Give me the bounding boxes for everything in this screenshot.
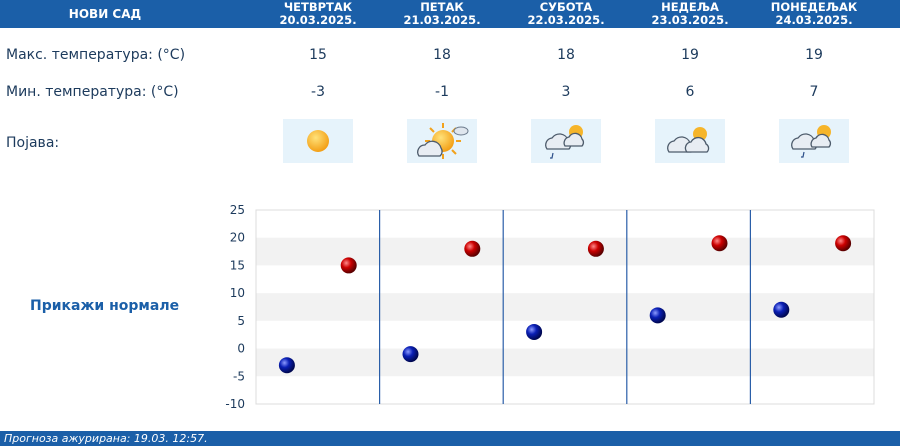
day-date: 22.03.2025. <box>527 13 605 27</box>
min-temp-point <box>278 357 295 374</box>
grid-band <box>256 210 874 238</box>
day-date: 24.03.2025. <box>775 13 853 27</box>
y-tick-label: 0 <box>237 342 245 356</box>
y-tick-label: 15 <box>230 258 245 272</box>
day-date: 21.03.2025. <box>403 13 481 27</box>
forecast-updated-text: Прогноза ажурирана: 19.03. 12:57. <box>4 432 208 445</box>
y-tick-label: -5 <box>233 369 245 383</box>
min-temp-value: -1 <box>435 84 449 100</box>
min-temp-point <box>526 323 543 340</box>
y-tick-label: 20 <box>230 231 245 245</box>
grid-band <box>256 293 874 321</box>
y-tick-label: 25 <box>230 203 245 217</box>
plot-frame <box>255 209 875 405</box>
phenomenon-label: Појава: <box>6 135 60 151</box>
temperature-chart: 25 20 15 10 5 0 -5 -10 <box>225 203 875 411</box>
day-header-2: ПЕТАК 21.03.2025. <box>380 0 504 28</box>
day-name: ПОНЕДЕЉАК <box>770 0 858 14</box>
day-header-4: НЕДЕЉА 23.03.2025. <box>628 0 752 28</box>
min-temp-point <box>773 301 790 318</box>
cloud-rain-icon <box>531 119 601 163</box>
footer-bar: Прогноза ажурирана: 19.03. 12:57. <box>0 431 900 446</box>
day-date: 23.03.2025. <box>651 13 729 27</box>
max-temp-point <box>464 240 481 257</box>
day-name: ЧЕТВРТАК <box>283 0 353 14</box>
max-temp-value: 18 <box>433 47 451 63</box>
y-tick-label: 10 <box>230 286 245 300</box>
cloudy-icon <box>655 119 725 163</box>
day-name: ПЕТАК <box>420 0 464 14</box>
show-normals-link[interactable]: Прикажи нормале <box>30 298 180 314</box>
max-temp-value: 19 <box>805 47 823 63</box>
min-temp-value: 7 <box>809 84 819 100</box>
cloud-rain-icon <box>779 119 849 163</box>
max-temp-point <box>835 235 852 252</box>
grid-band <box>256 348 874 377</box>
y-tick-label: 5 <box>237 314 245 328</box>
max-temp-point <box>340 257 357 274</box>
y-tick-label: -10 <box>225 397 245 411</box>
forecast-header-bar <box>0 0 900 28</box>
max-temp-point <box>711 235 728 252</box>
sun-icon <box>283 119 353 163</box>
location-name: НОВИ САД <box>68 7 142 21</box>
day-name: СУБОТА <box>539 0 593 14</box>
day-header-1: ЧЕТВРТАК 20.03.2025. <box>256 0 380 28</box>
grid-band <box>256 320 874 349</box>
max-temp-value: 19 <box>681 47 699 63</box>
max-temp-value: 18 <box>557 47 575 63</box>
day-name: НЕДЕЉА <box>661 0 719 14</box>
max-temp-value: 15 <box>309 47 327 63</box>
day-header-3: СУБОТА 22.03.2025. <box>504 0 628 28</box>
min-temp-point <box>649 307 666 324</box>
min-temp-value: 6 <box>685 84 695 100</box>
max-temp-label: Макс. температура: (°C) <box>6 47 186 63</box>
partly-cloudy-icon <box>407 119 477 163</box>
grid-band <box>256 237 874 266</box>
min-temp-label: Мин. температура: (°C) <box>6 84 179 100</box>
day-date: 20.03.2025. <box>279 13 357 27</box>
min-temp-value: -3 <box>311 84 325 100</box>
max-temp-point <box>587 240 604 257</box>
min-temp-point <box>402 346 419 363</box>
min-temp-value: 3 <box>561 84 571 100</box>
day-header-5: ПОНЕДЕЉАК 24.03.2025. <box>752 0 876 28</box>
grid-band <box>256 265 874 294</box>
grid-band <box>256 376 874 404</box>
